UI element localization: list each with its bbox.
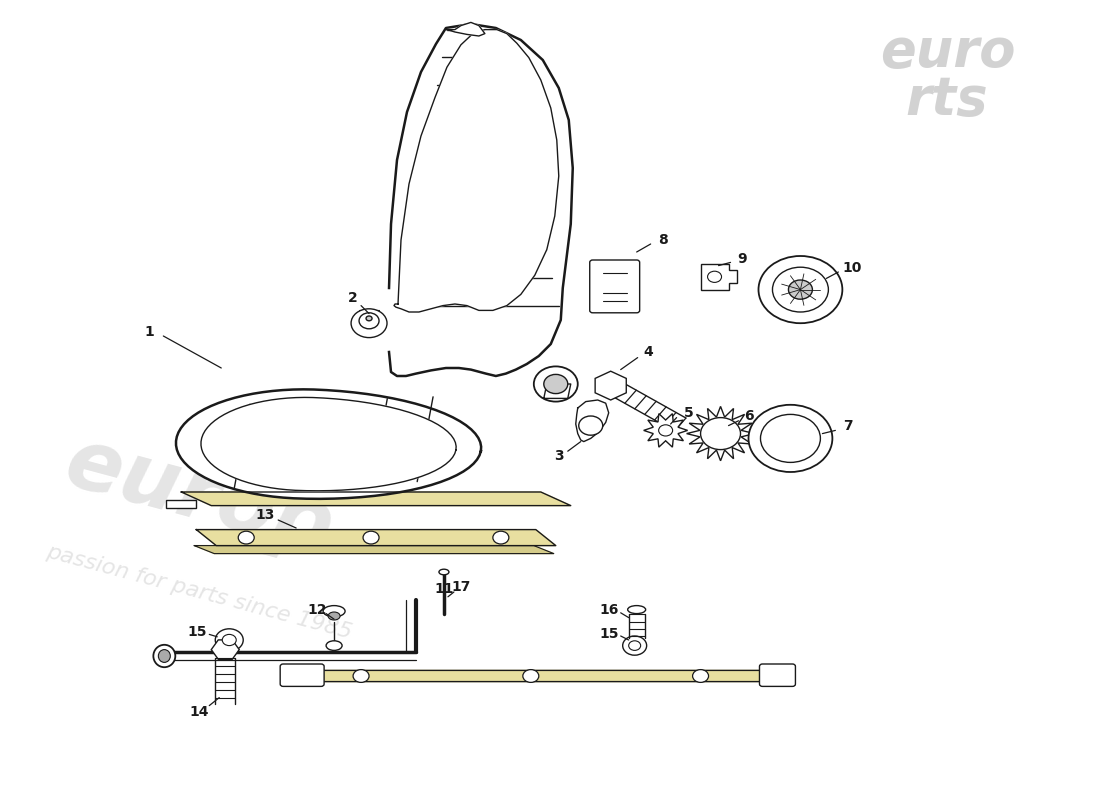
FancyBboxPatch shape [590,260,640,313]
Circle shape [543,374,568,394]
Polygon shape [644,414,688,447]
Circle shape [366,316,372,321]
Ellipse shape [628,606,646,614]
Polygon shape [575,400,608,442]
Circle shape [239,531,254,544]
Text: euro: euro [880,26,1015,78]
Text: 15: 15 [600,626,618,641]
Circle shape [629,641,640,650]
Text: 11: 11 [434,582,453,596]
Circle shape [222,634,236,646]
Polygon shape [447,22,485,36]
Circle shape [701,418,740,450]
Text: 9: 9 [738,252,747,266]
Text: 8: 8 [658,233,668,247]
Ellipse shape [158,650,170,662]
Circle shape [759,256,843,323]
Circle shape [579,416,603,435]
Text: rts: rts [905,74,988,126]
Circle shape [659,425,672,436]
Polygon shape [211,640,239,659]
Text: 4: 4 [644,345,653,359]
Text: 2: 2 [349,290,358,305]
Polygon shape [182,492,571,506]
Text: 1: 1 [144,325,154,339]
Circle shape [760,414,821,462]
Text: 10: 10 [843,261,862,275]
Polygon shape [301,670,779,682]
Circle shape [216,629,243,651]
Circle shape [351,309,387,338]
Text: 6: 6 [744,409,754,423]
Text: 13: 13 [255,508,275,522]
Circle shape [693,670,708,682]
Polygon shape [166,500,196,508]
Polygon shape [195,546,553,554]
Circle shape [707,271,722,282]
Ellipse shape [326,641,342,650]
Text: 16: 16 [600,602,618,617]
Ellipse shape [328,612,340,620]
Text: 3: 3 [554,449,563,463]
Circle shape [363,531,379,544]
Text: 12: 12 [307,602,327,617]
Text: 14: 14 [189,705,209,719]
Polygon shape [176,390,481,499]
FancyBboxPatch shape [759,664,795,686]
Circle shape [789,280,813,299]
Circle shape [623,636,647,655]
Circle shape [353,670,369,682]
Circle shape [493,531,509,544]
Polygon shape [701,264,737,290]
Ellipse shape [439,570,449,575]
Text: 5: 5 [684,406,693,420]
Ellipse shape [153,645,175,667]
Circle shape [522,670,539,682]
Text: europ: europ [56,422,342,570]
Polygon shape [389,24,573,376]
Polygon shape [543,384,571,398]
Polygon shape [196,530,556,546]
Text: 17: 17 [451,580,471,594]
Text: passion for parts since 1985: passion for parts since 1985 [44,542,354,642]
Circle shape [772,267,828,312]
Polygon shape [595,371,626,400]
FancyBboxPatch shape [280,664,324,686]
Text: 15: 15 [187,625,207,639]
Circle shape [534,366,578,402]
Polygon shape [394,30,559,312]
Polygon shape [201,398,456,490]
Text: 7: 7 [844,418,854,433]
Polygon shape [686,406,755,461]
Ellipse shape [323,606,345,617]
Circle shape [359,313,380,329]
Circle shape [748,405,833,472]
